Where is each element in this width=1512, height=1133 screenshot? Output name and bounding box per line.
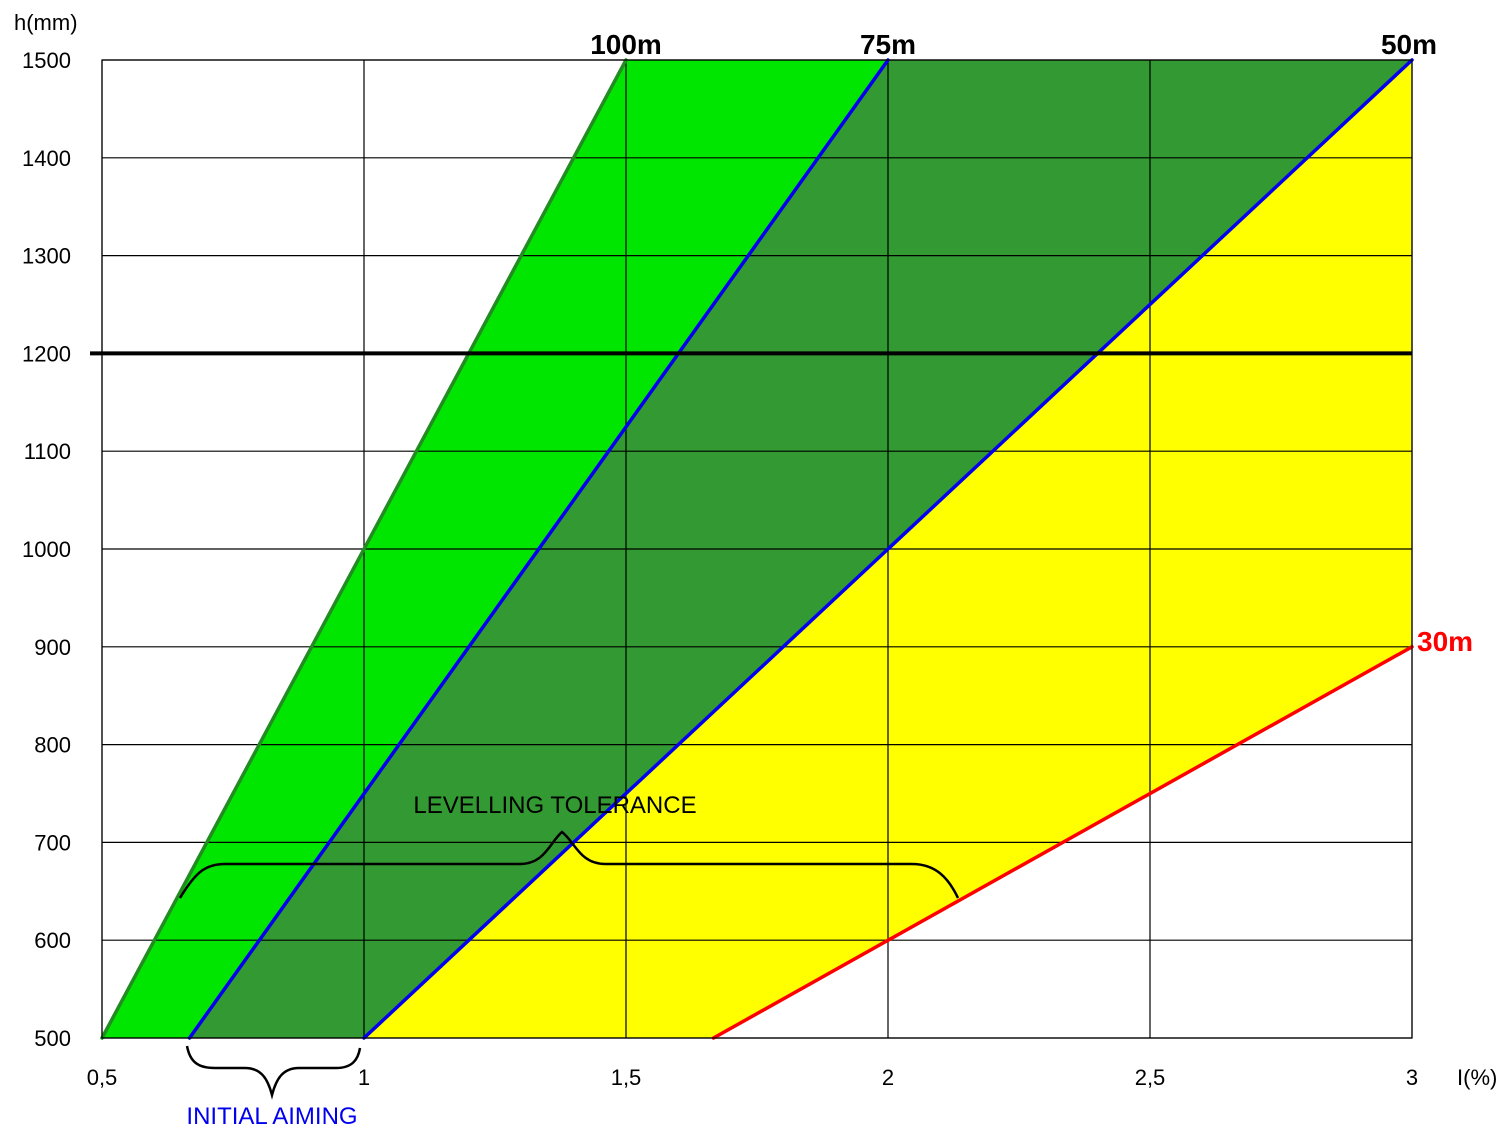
y-tick-label: 1000 — [22, 537, 71, 562]
series-line-100m — [100, 58, 628, 1040]
x-tick-label: 0,5 — [87, 1065, 118, 1090]
y-tick-label: 800 — [34, 733, 71, 758]
series-label-50m: 50m — [1381, 29, 1437, 60]
y-tick-label: 1100 — [24, 439, 71, 464]
x-axis-title: I(%) — [1457, 1065, 1497, 1090]
x-tick-label: 2 — [882, 1065, 894, 1090]
y-axis-title: h(mm) — [14, 10, 78, 35]
y-tick-label: 900 — [34, 635, 71, 660]
series-layer — [100, 58, 1414, 1040]
y-tick-label: 1200 — [22, 341, 71, 366]
series-line-75m — [187, 58, 890, 1040]
series-label-30m: 30m — [1417, 626, 1473, 657]
initial-aiming-label: INITIAL AIMING — [186, 1103, 357, 1130]
levelling-tolerance-label: LEVELLING TOLERANCE — [413, 792, 696, 819]
y-tick-label: 500 — [34, 1026, 71, 1051]
y-tick-label: 1500 — [22, 48, 71, 73]
initial-aiming-brace — [185, 1045, 362, 1100]
series-label-75m: 75m — [860, 29, 916, 60]
x-tick-label: 2,5 — [1135, 1065, 1166, 1090]
y-tick-label: 1400 — [22, 146, 71, 171]
tick-label-layer: 0,5 1 1,5 2 2,5 3 500 600 700 800 900 1000 1100 1200 1… — [14, 10, 1497, 1090]
series-label-100m: 100m — [590, 29, 662, 60]
series-line-30m — [711, 645, 1414, 1040]
label-layer: 100m 75m 50m 30m LEVELLING TOLERANCE INITIAL … — [186, 29, 1473, 1130]
y-tick-label: 700 — [34, 830, 71, 855]
x-tick-label: 1,5 — [611, 1065, 642, 1090]
series-line-50m — [362, 58, 1414, 1040]
brace-layer — [178, 830, 960, 1100]
x-tick-label: 1 — [358, 1065, 370, 1090]
levelling-tolerance-brace — [178, 830, 960, 899]
plot-border — [101, 59, 1413, 1039]
plot-frame — [101, 59, 1413, 1039]
x-tick-label: 3 — [1406, 1065, 1418, 1090]
y-tick-label: 1300 — [22, 244, 71, 269]
y-tick-label: 600 — [34, 928, 71, 953]
